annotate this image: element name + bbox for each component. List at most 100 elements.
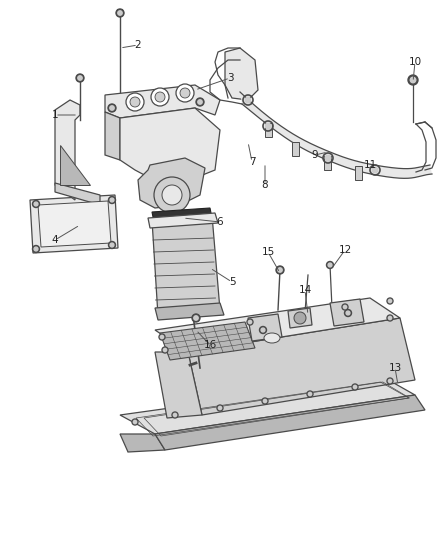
- Circle shape: [219, 406, 222, 410]
- Circle shape: [151, 88, 169, 106]
- Circle shape: [34, 247, 38, 251]
- Circle shape: [353, 385, 357, 389]
- Circle shape: [133, 421, 137, 424]
- Ellipse shape: [264, 333, 280, 343]
- Circle shape: [198, 100, 202, 104]
- Circle shape: [196, 98, 204, 106]
- Text: 7: 7: [249, 157, 255, 167]
- Circle shape: [352, 384, 358, 390]
- Circle shape: [194, 316, 198, 320]
- Circle shape: [345, 310, 352, 317]
- Text: 10: 10: [409, 57, 421, 67]
- Circle shape: [132, 419, 138, 425]
- Circle shape: [109, 197, 116, 204]
- Circle shape: [265, 123, 271, 129]
- Polygon shape: [155, 298, 400, 352]
- Circle shape: [387, 378, 393, 384]
- Polygon shape: [120, 108, 220, 180]
- Circle shape: [172, 412, 178, 418]
- Polygon shape: [105, 85, 220, 118]
- Polygon shape: [55, 183, 100, 205]
- Circle shape: [180, 88, 190, 98]
- Circle shape: [176, 84, 194, 102]
- Circle shape: [162, 185, 182, 205]
- Circle shape: [32, 246, 39, 253]
- Circle shape: [163, 349, 166, 352]
- Text: 14: 14: [298, 285, 311, 295]
- Polygon shape: [120, 378, 415, 434]
- Text: 12: 12: [339, 245, 352, 255]
- Polygon shape: [248, 314, 282, 341]
- Circle shape: [346, 311, 350, 315]
- Circle shape: [76, 74, 84, 82]
- Circle shape: [410, 77, 416, 83]
- Circle shape: [109, 241, 116, 248]
- Circle shape: [154, 177, 190, 213]
- Polygon shape: [155, 352, 202, 418]
- Text: 1: 1: [52, 110, 58, 120]
- Circle shape: [389, 379, 392, 383]
- Circle shape: [110, 106, 114, 110]
- Circle shape: [32, 200, 39, 207]
- Circle shape: [118, 11, 122, 15]
- Bar: [265, 123, 272, 137]
- Circle shape: [192, 314, 200, 322]
- Polygon shape: [155, 395, 425, 450]
- Circle shape: [259, 327, 266, 334]
- Bar: [324, 156, 331, 170]
- Text: 2: 2: [135, 40, 141, 50]
- Circle shape: [160, 335, 164, 338]
- Circle shape: [387, 315, 393, 321]
- Polygon shape: [330, 299, 364, 326]
- Polygon shape: [30, 195, 118, 253]
- Text: 3: 3: [227, 73, 233, 83]
- Circle shape: [245, 97, 251, 103]
- Text: 6: 6: [217, 217, 223, 227]
- Circle shape: [78, 76, 82, 80]
- PathPatch shape: [240, 92, 432, 179]
- Circle shape: [173, 414, 177, 417]
- Circle shape: [116, 9, 124, 17]
- Circle shape: [326, 262, 333, 269]
- Circle shape: [276, 266, 284, 274]
- Polygon shape: [138, 158, 205, 208]
- Circle shape: [307, 391, 313, 397]
- Polygon shape: [38, 201, 111, 247]
- Text: 15: 15: [261, 247, 275, 257]
- Circle shape: [278, 268, 282, 272]
- Text: 9: 9: [312, 150, 318, 160]
- Text: 4: 4: [52, 235, 58, 245]
- Text: 16: 16: [203, 340, 217, 350]
- Polygon shape: [152, 208, 212, 222]
- Text: 5: 5: [229, 277, 235, 287]
- Circle shape: [217, 405, 223, 411]
- Circle shape: [155, 92, 165, 102]
- Circle shape: [342, 304, 348, 310]
- Bar: [292, 142, 299, 156]
- Text: 13: 13: [389, 363, 402, 373]
- Circle shape: [247, 319, 253, 325]
- Circle shape: [389, 300, 392, 303]
- Polygon shape: [120, 434, 165, 452]
- Circle shape: [389, 317, 392, 320]
- Polygon shape: [225, 48, 258, 100]
- Circle shape: [34, 202, 38, 206]
- Circle shape: [262, 398, 268, 404]
- Polygon shape: [155, 303, 224, 320]
- Circle shape: [308, 392, 312, 395]
- Polygon shape: [105, 112, 120, 160]
- Circle shape: [108, 104, 116, 112]
- Circle shape: [387, 298, 393, 304]
- Polygon shape: [55, 100, 80, 200]
- Polygon shape: [152, 215, 220, 316]
- Circle shape: [294, 312, 306, 324]
- Polygon shape: [160, 322, 255, 360]
- Circle shape: [248, 320, 252, 324]
- Circle shape: [159, 334, 165, 340]
- Text: 11: 11: [364, 160, 377, 170]
- Circle shape: [130, 97, 140, 107]
- Text: 8: 8: [261, 180, 268, 190]
- Circle shape: [263, 399, 267, 402]
- Circle shape: [110, 198, 114, 202]
- Polygon shape: [288, 308, 312, 328]
